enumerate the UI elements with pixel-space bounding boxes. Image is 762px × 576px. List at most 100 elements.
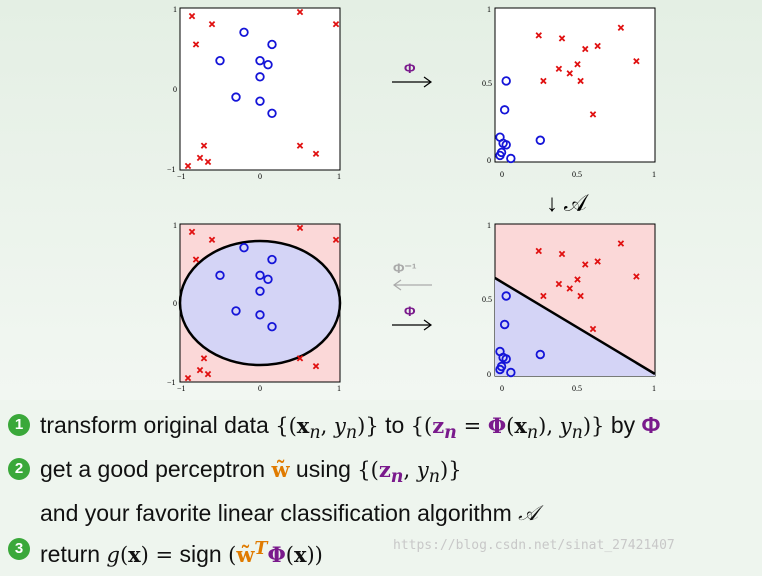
step-text: and your favorite linear classification … [40, 500, 512, 527]
circle-point [495, 150, 505, 161]
circle-point [535, 349, 545, 360]
cross-point [312, 362, 320, 370]
circle-point [501, 291, 511, 301]
step-2: 2 get a good perceptron w̃ using {(zn, y… [8, 454, 758, 492]
cross-point [594, 258, 601, 265]
step-text: get a good perceptron [40, 456, 266, 483]
circle-point [267, 108, 277, 118]
step-2-continued: and your favorite linear classification … [40, 500, 538, 527]
circle-point [501, 76, 511, 86]
cross-point [204, 158, 212, 166]
arrow-phi-inverse: Φ⁻¹ [392, 260, 432, 291]
tick-label: 0.5 [482, 295, 492, 304]
tick-label: 0 [487, 370, 491, 379]
step-number: 1 [8, 414, 30, 436]
tick-label: 0 [500, 384, 504, 393]
circle-point [498, 138, 508, 148]
cross-point [196, 366, 204, 374]
circle-point [255, 96, 265, 106]
cross-point [555, 65, 563, 73]
circle-point [267, 254, 277, 265]
cross-point [617, 240, 625, 247]
linear-boundary [494, 276, 656, 376]
cross-point [332, 20, 340, 28]
arrow-phi-mid: Φ [392, 303, 433, 331]
tick-label: 1 [652, 170, 656, 179]
steps-list: 1 transform original data {(xn, yn)} to … [8, 410, 758, 576]
tick-label: 0.5 [482, 79, 492, 88]
circle-point [495, 364, 505, 375]
transformation-diagram: −1 0 1 1 0 −1 0 0.5 1 1 0.5 0 −1 0 1 1 0… [167, 5, 656, 393]
circle-point [267, 322, 277, 332]
cross-point [192, 256, 200, 263]
step-text: using [295, 456, 351, 483]
step-text: transform original data [40, 412, 269, 438]
circle-point [215, 55, 225, 66]
circular-boundary [178, 239, 342, 367]
cross-point [535, 247, 542, 255]
cross-point [566, 285, 573, 292]
cross-point [566, 70, 573, 77]
tick-label: 0.5 [572, 170, 582, 179]
cross-point [312, 150, 320, 158]
cross-point [540, 292, 547, 300]
tick-label: 0 [258, 384, 262, 393]
tick-label: 1 [652, 384, 656, 393]
tick-label: 0 [173, 85, 177, 94]
step-3: 3 return g(x) = sign (w̃TΦ(x)) [8, 534, 758, 570]
arrow-down-algorithm: ↓ 𝒜 [546, 191, 589, 217]
cross-point [589, 325, 597, 333]
cross-point [184, 374, 192, 382]
circle-point [255, 72, 265, 82]
cross-point [296, 224, 304, 232]
tick-label: 1 [487, 5, 491, 14]
tick-label: 1 [337, 172, 341, 181]
cross-point [208, 20, 216, 28]
circle-point [263, 274, 273, 284]
cross-point [589, 111, 597, 118]
cross-point [192, 41, 200, 48]
cross-point [582, 45, 589, 53]
circle-point [499, 105, 510, 115]
circle-point [255, 270, 265, 281]
tick-label: 1 [337, 384, 341, 393]
circle-point [506, 153, 516, 164]
step-text: by [610, 412, 636, 438]
watermark: https://blog.csdn.net/sinat_27421407 [393, 538, 675, 553]
circle-point [231, 306, 241, 316]
tick-label: −1 [177, 172, 186, 181]
tick-label: 1 [173, 221, 177, 230]
cross-point [200, 142, 208, 149]
tick-label: −1 [167, 165, 176, 174]
circle-point [255, 55, 265, 66]
cross-point [577, 77, 584, 85]
step-number: 2 [8, 458, 30, 481]
cross-point [208, 236, 216, 244]
cross-point [633, 57, 640, 65]
cross-point [184, 162, 192, 170]
cross-point [540, 77, 547, 85]
circle-point [498, 352, 508, 363]
circle-point [535, 135, 545, 145]
plot-x-space: −1 0 1 1 0 −1 [167, 5, 341, 181]
circle-point [499, 319, 510, 330]
cross-point [555, 280, 563, 288]
tick-label: 0 [500, 170, 504, 179]
cross-point [296, 8, 304, 16]
arrow-label: Φ [404, 303, 416, 319]
cross-point [582, 261, 589, 268]
cross-point [296, 142, 304, 149]
tick-label: −1 [167, 378, 176, 387]
circle-point [239, 27, 249, 37]
arrow-label: Φ [404, 60, 416, 76]
cross-point [574, 276, 581, 283]
circle-point [263, 59, 273, 70]
cross-point [188, 228, 196, 236]
cross-point [574, 61, 581, 68]
cross-point [200, 355, 208, 362]
circle-point [506, 367, 516, 378]
arrow-phi-top: Φ [392, 60, 433, 88]
step-text: return [40, 541, 101, 568]
step-text: sign [179, 541, 222, 568]
cross-point [535, 32, 542, 39]
